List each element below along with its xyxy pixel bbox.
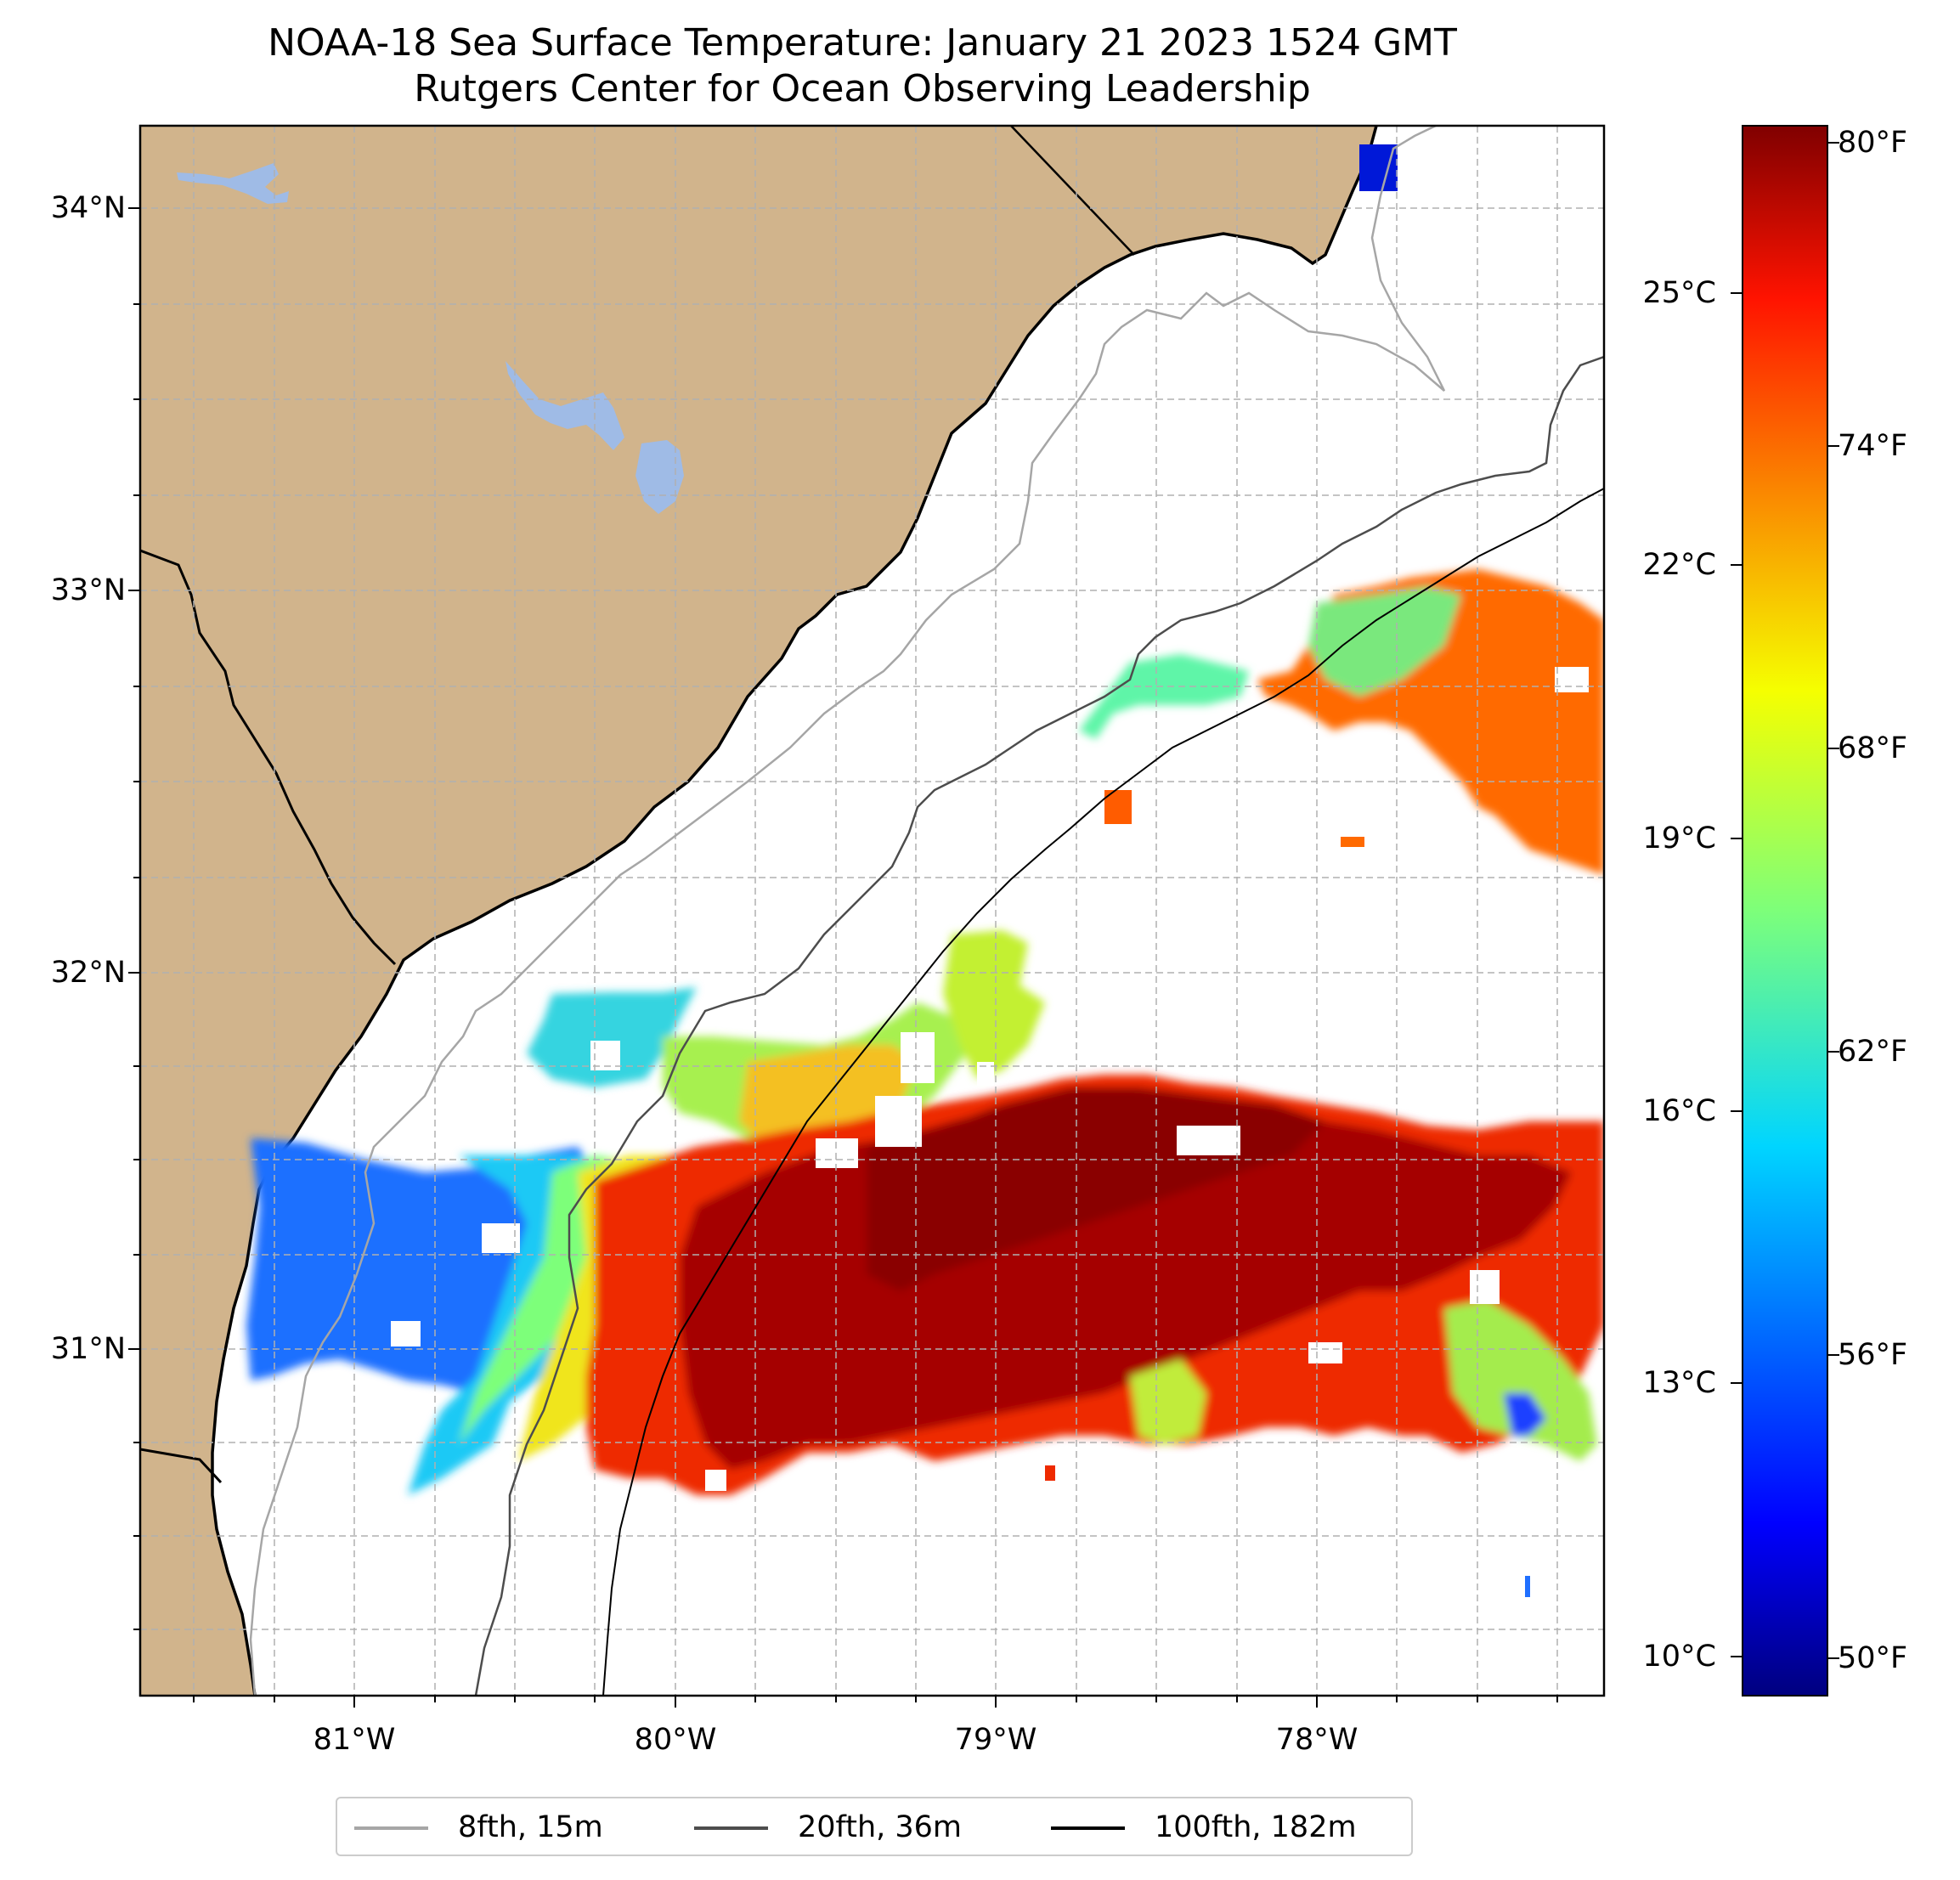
lon-label-79w: 79°W — [954, 1723, 1037, 1757]
colorbar-label-80f: 80°F — [1838, 126, 1908, 160]
map-subtitle: Rutgers Center for Ocean Observing Leade… — [414, 67, 1311, 110]
contour-100fth — [602, 488, 1604, 1696]
state-border-ga-fl — [140, 1448, 223, 1484]
colorbar-label-68f: 68°F — [1838, 731, 1908, 765]
colorbar-label-22c: 22°C — [1642, 548, 1716, 582]
legend-swatch-8fth — [354, 1826, 428, 1830]
sst-data — [246, 144, 1604, 1597]
colorbar-label-13c: 13°C — [1642, 1366, 1716, 1400]
contour-20fth — [474, 355, 1604, 1696]
land-area — [140, 126, 1376, 1696]
state-border-sc-ga — [140, 549, 397, 966]
coastline — [211, 126, 1378, 1696]
colorbar — [1743, 126, 1827, 1696]
lat-label-31n: 31°N — [50, 1332, 126, 1366]
legend-swatch-20fth — [694, 1826, 768, 1830]
legend-label-8fth: 8fth, 15m — [458, 1810, 603, 1844]
colorbar-label-19c: 19°C — [1642, 821, 1716, 855]
lat-label-34n: 34°N — [50, 191, 126, 225]
lake-marion — [177, 163, 289, 204]
map-title: NOAA-18 Sea Surface Temperature: January… — [268, 21, 1457, 65]
legend-label-100fth: 100fth, 182m — [1155, 1810, 1357, 1844]
map-frame — [138, 124, 1606, 1697]
colorbar-ticks — [1731, 142, 1839, 1659]
lon-label-78w: 78°W — [1275, 1723, 1358, 1757]
colorbar-label-16c: 16°C — [1642, 1094, 1716, 1128]
colorbar-label-56f: 56°F — [1838, 1338, 1908, 1372]
contour-8fth — [249, 126, 1446, 1696]
colorbar-label-25c: 25°C — [1642, 276, 1716, 310]
lat-label-33n: 33°N — [50, 573, 126, 607]
graticule — [140, 126, 1604, 1696]
colorbar-label-10c: 10°C — [1642, 1640, 1716, 1674]
contour-legend: 8fth, 15m 20fth, 36m 100fth, 182m — [336, 1797, 1413, 1856]
colorbar-label-50f: 50°F — [1838, 1641, 1908, 1675]
state-border-nc-sc — [1010, 126, 1135, 256]
axis-ticks — [128, 207, 1558, 1708]
lon-label-81w: 81°W — [313, 1723, 396, 1757]
colorbar-label-62f: 62°F — [1838, 1035, 1908, 1069]
legend-label-20fth: 20fth, 36m — [798, 1810, 963, 1844]
lon-label-80w: 80°W — [634, 1723, 717, 1757]
lat-label-32n: 32°N — [50, 956, 126, 990]
legend-swatch-100fth — [1051, 1826, 1125, 1830]
colorbar-label-74f: 74°F — [1838, 429, 1908, 463]
colorbar-frame — [1742, 125, 1828, 1697]
